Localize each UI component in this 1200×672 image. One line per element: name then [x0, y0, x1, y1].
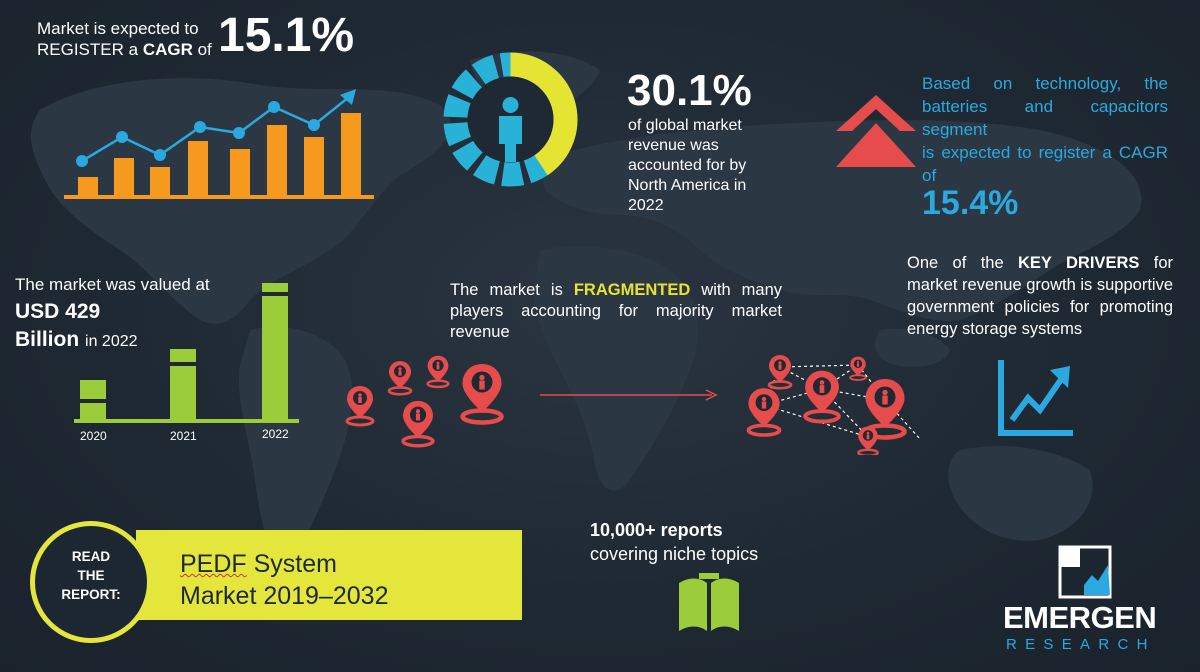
year-label-2020: 2020 [80, 429, 107, 443]
valuation-label: The market was valued at [15, 275, 210, 294]
read-report-circle[interactable] [30, 521, 152, 643]
valuation-value: USD 429 Billion in 2022 [15, 298, 245, 356]
report-title-line1-pre: PEDF [180, 550, 247, 578]
cagr-line2-pre: REGISTER a [37, 40, 143, 59]
technology-cagr-value: 15.4% [922, 184, 1019, 222]
logo-subtitle: RESEARCH [1006, 636, 1156, 653]
cagr-value: 15.1% [218, 9, 355, 62]
cagr-description: Market is expected to REGISTER a CAGR of [37, 18, 212, 60]
report-title-line2: Market 2019–2032 [180, 582, 389, 610]
growth-chart-icon [998, 360, 1073, 436]
year-label-2022: 2022 [262, 427, 289, 441]
double-chevron-up-icon [836, 95, 916, 167]
donut-share-segment [510, 52, 578, 176]
fragmented-post: with many players accounting for majorit… [450, 281, 782, 341]
report-title-line1: PEDF System [180, 548, 388, 580]
technology-text-line1: Based on technology, the batteries and c… [922, 74, 1168, 139]
technology-segment-text: Based on technology, the batteries and c… [922, 72, 1168, 187]
cagr-line2-bold: CAGR [142, 40, 193, 59]
market-pins-graphic [345, 353, 921, 455]
read-report-label[interactable]: READ THE REPORT: [30, 547, 152, 604]
valuation-value-line1: USD 429 [15, 300, 101, 323]
report-banner[interactable] [136, 530, 522, 620]
fragmented-pre: The market is [450, 281, 574, 299]
year-label-2021: 2021 [170, 429, 197, 443]
arrow-right-icon [540, 389, 718, 401]
logo-wordmark: EMERGEN [1003, 600, 1157, 635]
logo-mark-icon [1058, 545, 1112, 599]
trend-bar-chart-icon [64, 89, 374, 199]
valuation-year: in 2022 [85, 333, 138, 350]
cagr-line2-post: of [192, 40, 212, 59]
open-book-icon [679, 573, 739, 631]
read-line3: REPORT: [61, 587, 121, 602]
fragmented-market-text: The market is FRAGMENTED with many playe… [450, 280, 782, 343]
cagr-line2: REGISTER a CAGR of [37, 39, 212, 60]
report-title[interactable]: PEDF System Market 2019–2032 [180, 548, 388, 612]
donut-person-icon [443, 52, 578, 187]
cagr-line1: Market is expected to [37, 19, 199, 38]
valuation-value-line2-wrap: Billion in 2022 [15, 326, 245, 356]
read-line2: THE [77, 568, 105, 583]
reports-line1: 10,000+ reports [590, 520, 723, 540]
valuation-value-line2: Billion [15, 328, 80, 351]
valuation-bar-icon [74, 283, 299, 423]
fragmented-highlight: FRAGMENTED [573, 281, 691, 299]
key-drivers-text: One of the KEY DRIVERS for market revenu… [907, 252, 1173, 340]
reports-line2: covering niche topics [590, 544, 759, 564]
report-title-line1-post: System [246, 550, 337, 578]
drivers-bold: KEY DRIVERS [1018, 254, 1140, 272]
read-line1: READ [71, 549, 111, 564]
north-america-share-value: 30.1% [627, 66, 752, 115]
north-america-share-text: of global market revenue was accounted f… [628, 117, 747, 214]
technology-text-line2: is expected to register a CAGR of [922, 143, 1168, 185]
map-pin-icon [345, 353, 921, 455]
drivers-pre: One of the [907, 254, 1019, 272]
drivers-post: for market revenue growth is supportive … [907, 254, 1174, 338]
reports-text: 10,000+ reports covering niche topics [590, 518, 820, 566]
